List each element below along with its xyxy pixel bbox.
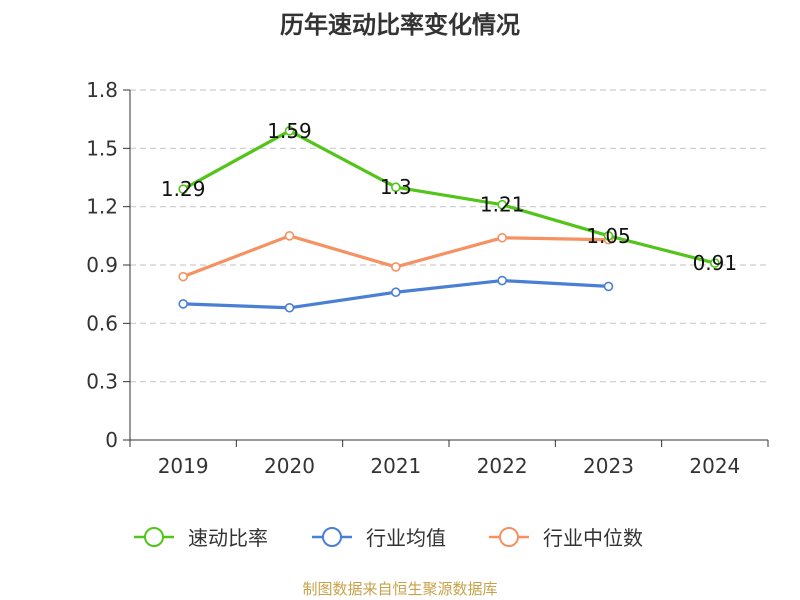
data-point[interactable]	[603, 231, 614, 241]
data-point[interactable]	[497, 199, 507, 210]
x-tick-label: 2020	[264, 454, 315, 478]
data-point[interactable]	[178, 299, 188, 309]
data-label: 0.91	[693, 251, 738, 275]
data-label: 1.05	[586, 224, 631, 248]
y-tick-label: 1.5	[86, 136, 118, 160]
y-tick-label: 0	[105, 428, 118, 452]
y-tick-label: 0.9	[86, 253, 118, 277]
y-tick-label: 1.8	[86, 78, 118, 102]
series-line	[182, 129, 716, 265]
x-tick-label: 2019	[158, 454, 209, 478]
legend-swatch-marker	[499, 527, 519, 547]
data-point[interactable]	[284, 302, 295, 313]
y-tick-label: 0.3	[86, 370, 118, 394]
x-tick-label: 2022	[477, 454, 528, 478]
data-point[interactable]	[497, 275, 507, 286]
data-point[interactable]	[391, 287, 401, 298]
data-label: 1.29	[161, 177, 206, 201]
legend-label: 速动比率	[188, 526, 268, 550]
data-point[interactable]	[603, 281, 614, 292]
data-point[interactable]	[178, 184, 188, 194]
data-label: 1.21	[480, 193, 525, 217]
footer-source: 制图数据来自恒生聚源数据库	[302, 580, 497, 598]
data-point[interactable]	[391, 182, 401, 193]
y-tick-label: 1.2	[86, 195, 118, 219]
x-tick-label: 2021	[370, 454, 421, 478]
legend-item-2[interactable]: 行业中位数	[489, 526, 643, 550]
data-point[interactable]	[391, 262, 401, 272]
legend-swatch-marker	[144, 527, 164, 547]
series-1	[178, 275, 614, 313]
x-tick-label: 2023	[583, 454, 634, 478]
series-2	[178, 231, 614, 282]
data-label: 1.59	[267, 119, 312, 143]
y-tick-label: 0.6	[86, 311, 118, 335]
chart-title: 历年速动比率变化情况	[280, 11, 520, 39]
data-point[interactable]	[710, 258, 720, 268]
legend-label: 行业中位数	[543, 526, 643, 550]
x-tick-label: 2024	[689, 454, 740, 478]
data-point[interactable]	[284, 231, 295, 241]
data-point[interactable]	[178, 271, 188, 282]
series-0	[178, 126, 720, 268]
legend-item-1[interactable]: 行业均值	[312, 526, 446, 550]
legend-label: 行业均值	[366, 526, 446, 550]
data-point[interactable]	[284, 126, 295, 136]
data-point[interactable]	[497, 232, 507, 243]
legend-item-0[interactable]: 速动比率	[134, 526, 268, 550]
data-label: 1.3	[380, 175, 412, 199]
legend-swatch-marker	[322, 527, 342, 547]
